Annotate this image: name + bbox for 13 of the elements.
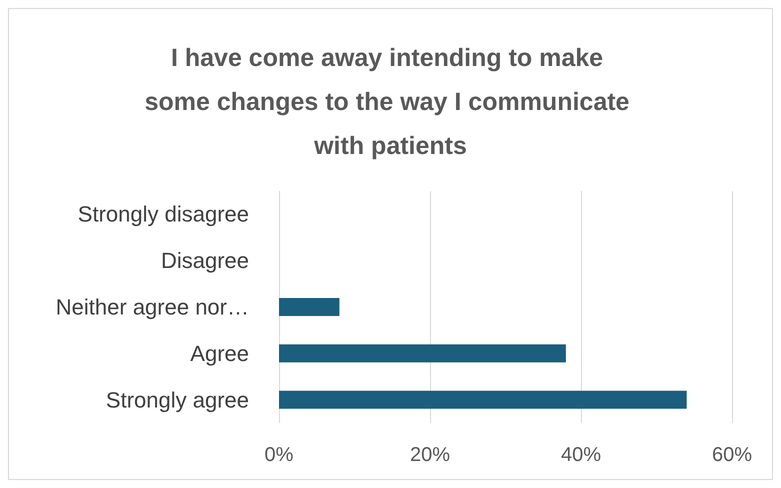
chart-title: I have come away intending to make some changes to the way I communicate with patients	[144, 44, 636, 160]
bar	[279, 390, 687, 409]
y-tick-label: Strongly agree	[106, 387, 249, 412]
y-tick-label: Disagree	[160, 248, 249, 274]
y-tick-label: Neither agree nor…	[56, 294, 249, 320]
x-tick-label: 40%	[560, 444, 602, 466]
x-tick-label: 20%	[410, 444, 450, 466]
bar	[279, 298, 340, 316]
y-tick-label: Strongly disagree	[78, 202, 249, 227]
x-tick-label: 0%	[264, 444, 294, 466]
y-tick-label: Agree	[190, 340, 249, 366]
x-tick-label: 60%	[712, 444, 752, 466]
bar	[279, 344, 566, 362]
